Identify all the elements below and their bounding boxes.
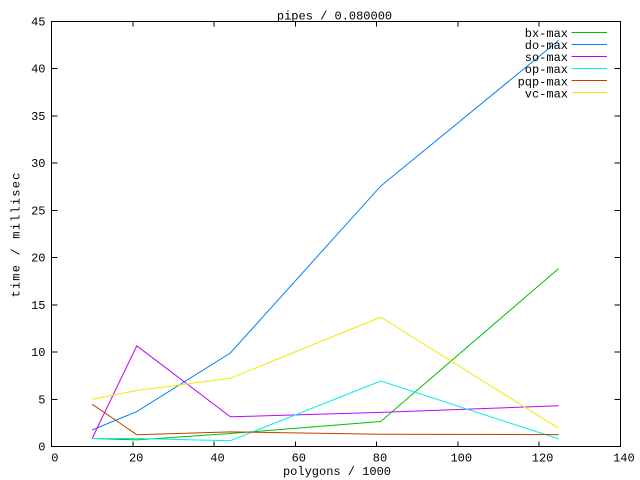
svg-text:60: 60 (292, 452, 306, 466)
svg-text:40: 40 (210, 452, 224, 466)
svg-text:120: 120 (532, 452, 554, 466)
svg-text:30: 30 (31, 157, 45, 171)
svg-text:0: 0 (38, 441, 45, 455)
svg-text:5: 5 (38, 393, 45, 407)
svg-text:15: 15 (31, 299, 45, 313)
svg-text:so-max: so-max (525, 51, 568, 65)
svg-text:pqp-max: pqp-max (518, 75, 568, 89)
svg-text:140: 140 (613, 452, 635, 466)
svg-text:35: 35 (31, 110, 45, 124)
svg-text:pipes / 0.080000: pipes / 0.080000 (277, 10, 392, 24)
svg-text:bx-max: bx-max (525, 27, 568, 41)
svg-text:25: 25 (31, 204, 45, 218)
svg-text:vc-max: vc-max (525, 87, 568, 101)
svg-text:10: 10 (31, 346, 45, 360)
svg-text:20: 20 (129, 452, 143, 466)
svg-text:time / millisec: time / millisec (10, 171, 24, 297)
svg-text:40: 40 (31, 63, 45, 77)
svg-text:45: 45 (31, 16, 45, 30)
svg-text:polygons / 1000: polygons / 1000 (283, 465, 391, 479)
svg-text:do-max: do-max (525, 39, 568, 53)
svg-text:100: 100 (450, 452, 472, 466)
svg-text:20: 20 (31, 252, 45, 266)
svg-text:op-max: op-max (525, 63, 568, 77)
svg-text:80: 80 (373, 452, 387, 466)
svg-text:0: 0 (51, 452, 58, 466)
